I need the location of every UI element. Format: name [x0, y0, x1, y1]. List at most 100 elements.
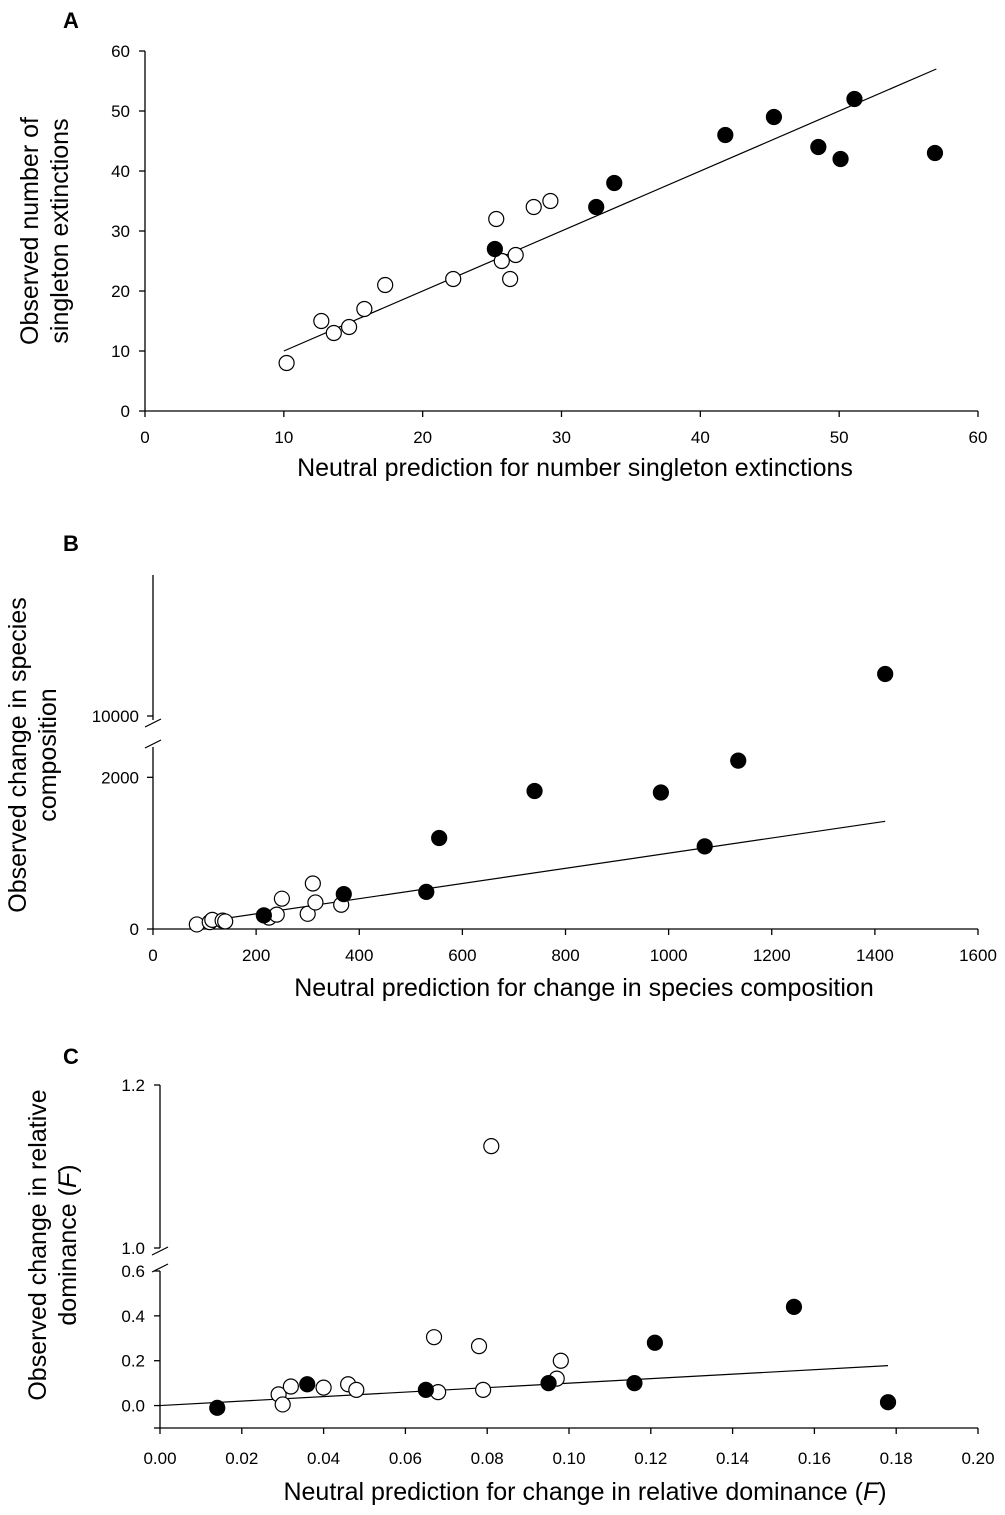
data-point-open — [299, 905, 316, 922]
axis-break-mark — [144, 718, 162, 728]
data-point-open — [493, 252, 510, 270]
data-point-open — [304, 875, 321, 892]
data-point-open — [307, 894, 324, 911]
data-point-open — [274, 1396, 291, 1413]
y-tick-label: 0.2 — [121, 1352, 145, 1371]
x-tick-label: 60 — [969, 428, 988, 447]
x-tick-label: 1400 — [856, 946, 894, 965]
panel-B: B 0 200 400 600 800 1000 1200 1400 1600 0 2000 10000… — [4, 531, 997, 1002]
y-tick-label: 50 — [111, 102, 130, 121]
data-point-filled — [209, 1399, 226, 1416]
data-point-open — [273, 890, 291, 907]
fit-line — [159, 1365, 889, 1407]
data-point-filled — [696, 838, 713, 855]
y-axis-title: dominance (F) — [54, 1164, 82, 1325]
y-tick-label: 0.4 — [121, 1307, 145, 1326]
data-point-open — [470, 1338, 488, 1355]
series-open — [270, 1329, 569, 1413]
x-tick-label: 0.02 — [225, 1449, 258, 1468]
y-tick-label: 2000 — [101, 768, 139, 787]
data-point-open — [552, 1352, 569, 1369]
data-point-filled — [417, 1381, 434, 1398]
data-point-filled — [765, 108, 783, 126]
data-point-filled — [335, 886, 352, 903]
x-tick-label: 0.20 — [961, 1449, 994, 1468]
data-point-filled — [588, 198, 605, 216]
y-tick-label: 40 — [111, 162, 130, 181]
y-tick-label: 0.6 — [121, 1262, 145, 1281]
x-tick-label: 1200 — [753, 946, 791, 965]
data-point-filled — [626, 1375, 643, 1392]
data-point-filled — [486, 240, 503, 258]
panel-A: A 0 10 20 30 40 50 60 0 10 20 30 40 50 60 Neutral predi… — [16, 8, 987, 482]
data-point-filled — [418, 883, 435, 900]
x-axis-title: Neutral prediction for change in species… — [294, 974, 873, 1002]
data-point-filled — [926, 144, 944, 162]
x-tick-label: 20 — [413, 428, 432, 447]
x-tick-label: 0.14 — [716, 1449, 749, 1468]
axis-break-mark — [151, 1246, 169, 1256]
x-tick-label: 0.18 — [880, 1449, 913, 1468]
y-tick-label: 1.0 — [121, 1239, 145, 1258]
x-tick-label: 0.12 — [634, 1449, 667, 1468]
x-tick-label: 0.16 — [798, 1449, 831, 1468]
x-tick-label: 0 — [140, 428, 149, 447]
panel-letter: A — [63, 8, 79, 33]
x-tick-label: 0 — [148, 946, 157, 965]
data-point-open — [315, 1379, 332, 1396]
x-axis-title: Neutral prediction for number singleton … — [297, 454, 853, 482]
axis-break-mark — [144, 739, 162, 749]
panel-letter: C — [63, 1044, 79, 1069]
data-point-filled — [526, 782, 543, 800]
series-open — [278, 192, 559, 372]
y-axis-title: singleton extinctions — [46, 118, 74, 343]
x-tick-label: 0.08 — [471, 1449, 504, 1468]
data-point-filled — [717, 126, 734, 144]
y-tick-label: 0 — [121, 402, 130, 421]
panel-letter: B — [63, 531, 79, 556]
data-point-filled — [299, 1376, 316, 1393]
data-point-filled — [540, 1375, 557, 1392]
y-axis-title: Observed number of — [16, 117, 44, 345]
x-axis-title: Neutral prediction for change in relativ… — [283, 1478, 886, 1506]
y-tick-label: 1.2 — [121, 1076, 145, 1095]
x-tick-label: 800 — [551, 946, 579, 965]
series-filled — [486, 90, 944, 258]
data-point-open — [278, 354, 295, 372]
x-tick-label: 10 — [274, 428, 293, 447]
x-tick-label: 50 — [830, 428, 849, 447]
data-point-open — [488, 210, 505, 228]
data-point-filled — [652, 784, 669, 801]
y-axis-title: Observed change in species — [4, 597, 32, 912]
data-point-filled — [431, 829, 448, 847]
data-point-open — [348, 1381, 365, 1398]
y-tick-label: 20 — [111, 282, 130, 301]
data-point-filled — [832, 150, 849, 168]
x-tick-label: 0.10 — [552, 1449, 585, 1468]
data-point-filled — [606, 174, 623, 192]
data-point-open — [356, 300, 373, 318]
data-point-open — [483, 1138, 500, 1155]
data-point-open — [542, 192, 559, 210]
x-tick-label: 1000 — [650, 946, 688, 965]
data-point-open — [502, 270, 519, 288]
data-point-open — [425, 1329, 443, 1346]
x-tick-label: 200 — [242, 946, 270, 965]
x-tick-label: 600 — [448, 946, 476, 965]
data-point-filled — [879, 1394, 897, 1411]
data-point-filled — [730, 752, 747, 769]
data-point-filled — [877, 665, 894, 683]
data-point-open — [325, 324, 342, 342]
data-point-open — [525, 198, 542, 216]
series-filled — [209, 1298, 897, 1416]
x-tick-label: 0.04 — [307, 1449, 340, 1468]
series-filled — [255, 752, 747, 924]
y-tick-label: 10000 — [92, 707, 139, 726]
x-tick-label: 40 — [691, 428, 710, 447]
data-point-filled — [255, 907, 272, 924]
x-tick-label: 0.06 — [389, 1449, 422, 1468]
data-point-filled — [785, 1298, 803, 1315]
panel-C: C 0.00 0.02 0.04 0.06 0.08 0.10 0.12 0.14 0.16 0.1… — [24, 1044, 995, 1506]
